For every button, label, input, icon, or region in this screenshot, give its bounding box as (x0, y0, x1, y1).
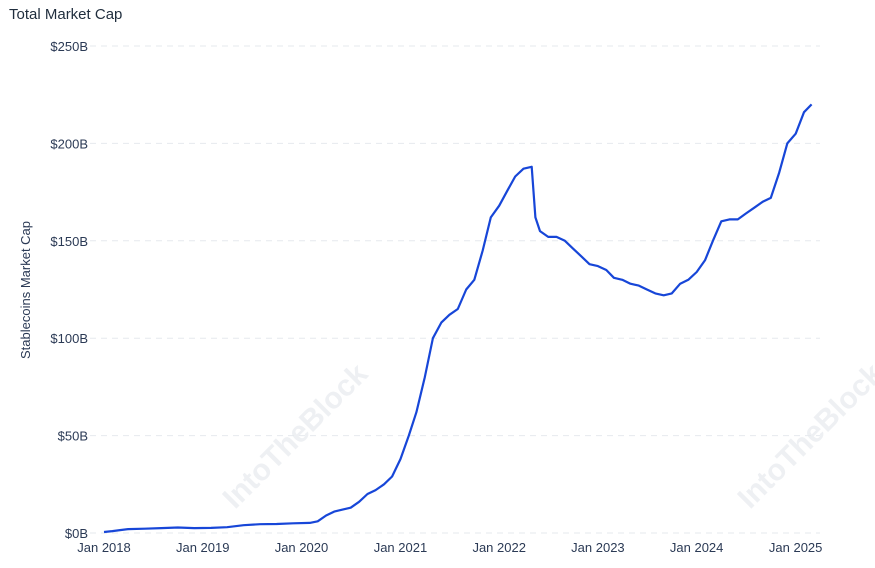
y-tick-label: $0B (65, 526, 88, 541)
watermark-text: IntoTheBlock (217, 357, 375, 515)
x-tick-label: Jan 2022 (472, 540, 526, 555)
y-tick-label: $100B (50, 331, 88, 346)
x-tick-label: Jan 2018 (77, 540, 131, 555)
y-axis-title: Stablecoins Market Cap (18, 221, 33, 359)
y-tick-label: $150B (50, 234, 88, 249)
grid-lines (90, 45, 820, 534)
y-tick-label: $50B (58, 429, 88, 444)
series-layer (103, 103, 813, 534)
x-tick-label: Jan 2025 (769, 540, 823, 555)
y-tick-label: $200B (50, 136, 88, 151)
x-axis: Jan 2018 Jan 2019 Jan 2020 Jan 2021 Jan 2022… (77, 540, 822, 555)
y-axis: $0B $50B $100B $150B $200B $250B (50, 39, 88, 541)
x-tick-label: Jan 2023 (571, 540, 625, 555)
x-tick-label: Jan 2021 (374, 540, 428, 555)
x-tick-label: Jan 2019 (176, 540, 230, 555)
y-tick-label: $250B (50, 39, 88, 54)
chart-title: Total Market Cap (9, 6, 123, 23)
series-line (103, 103, 813, 534)
x-tick-label: Jan 2024 (670, 540, 724, 555)
x-tick-label: Jan 2020 (275, 540, 329, 555)
